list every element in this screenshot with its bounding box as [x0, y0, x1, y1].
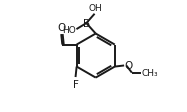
Text: F: F — [73, 79, 79, 89]
Text: HO: HO — [62, 26, 76, 35]
Text: B: B — [83, 19, 90, 29]
Text: O: O — [125, 60, 133, 70]
Text: O: O — [58, 23, 66, 32]
Text: CH₃: CH₃ — [142, 69, 158, 77]
Text: OH: OH — [88, 4, 102, 13]
